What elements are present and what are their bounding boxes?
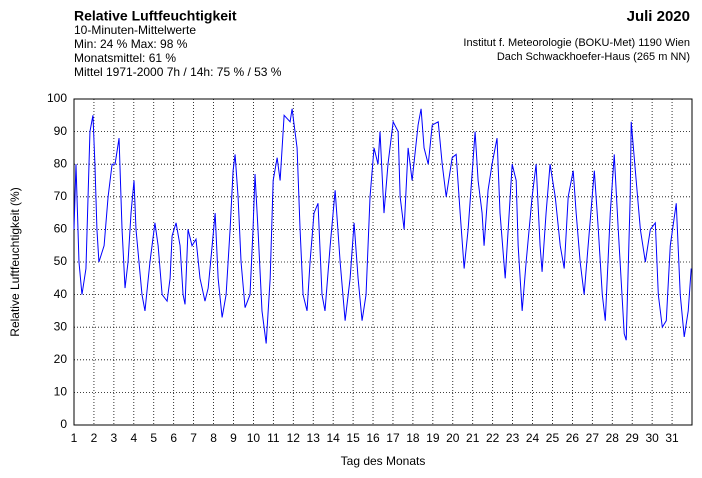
x-tick-label: 11 xyxy=(267,431,280,445)
x-tick-label: 10 xyxy=(247,431,261,445)
y-tick-label: 20 xyxy=(54,352,68,366)
x-tick-label: 7 xyxy=(190,431,197,445)
source: Dach Schwackhoefer-Haus (265 m NN) xyxy=(497,51,690,63)
x-tick-label: 28 xyxy=(606,431,620,445)
y-tick-label: 10 xyxy=(54,385,68,399)
y-tick-label: 70 xyxy=(54,189,68,203)
x-tick-label: 16 xyxy=(366,431,380,445)
humidity-line xyxy=(73,108,692,344)
x-tick-label: 26 xyxy=(566,431,580,445)
y-tick-label: 40 xyxy=(54,287,68,301)
x-tick-label: 17 xyxy=(386,431,400,445)
x-tick-label: 25 xyxy=(546,431,560,445)
x-tick-label: 8 xyxy=(210,431,217,445)
annotation: Monatsmittel: 61 % xyxy=(74,51,176,65)
y-tick-label: 100 xyxy=(47,91,67,105)
y-tick-label: 80 xyxy=(54,156,68,170)
y-tick-label: 90 xyxy=(54,124,68,138)
x-tick-label: 2 xyxy=(91,431,98,445)
annotation: 10-Minuten-Mittelwerte xyxy=(74,23,196,37)
x-tick-label: 3 xyxy=(111,431,118,445)
x-tick-label: 6 xyxy=(170,431,177,445)
x-tick-label: 5 xyxy=(150,431,157,445)
x-tick-label: 18 xyxy=(406,431,420,445)
y-tick-label: 60 xyxy=(54,222,68,236)
x-tick-label: 14 xyxy=(326,431,340,445)
annotation: Min: 24 % Max: 98 % xyxy=(74,37,188,51)
x-tick-label: 23 xyxy=(506,431,520,445)
y-tick-label: 30 xyxy=(54,319,68,333)
x-tick-label: 22 xyxy=(486,431,500,445)
x-tick-label: 21 xyxy=(466,431,480,445)
x-tick-label: 12 xyxy=(287,431,301,445)
month-label: Juli 2020 xyxy=(627,8,690,25)
x-tick-label: 27 xyxy=(586,431,600,445)
x-tick-label: 31 xyxy=(665,431,679,445)
x-tick-label: 9 xyxy=(230,431,237,445)
x-axis-label: Tag des Monats xyxy=(341,454,426,468)
plot-frame xyxy=(73,98,693,426)
y-tick-label: 0 xyxy=(60,417,67,431)
chart-title: Relative Luftfeuchtigkeit xyxy=(74,8,237,24)
x-tick-label: 4 xyxy=(130,431,137,445)
x-tick-label: 15 xyxy=(346,431,360,445)
x-tick-label: 13 xyxy=(307,431,321,445)
x-tick-label: 24 xyxy=(526,431,540,445)
x-tick-label: 19 xyxy=(426,431,440,445)
y-axis-label: Relative Luftfeuchtigkeit (%) xyxy=(8,187,22,336)
x-tick-label: 29 xyxy=(626,431,640,445)
x-tick-label: 1 xyxy=(71,431,78,445)
x-tick-label: 20 xyxy=(446,431,460,445)
annotation: Mittel 1971-2000 7h / 14h: 75 % / 53 % xyxy=(74,65,282,79)
x-tick-label: 30 xyxy=(645,431,659,445)
source: Institut f. Meteorologie (BOKU-Met) 1190… xyxy=(463,37,690,49)
y-tick-label: 50 xyxy=(54,254,68,268)
